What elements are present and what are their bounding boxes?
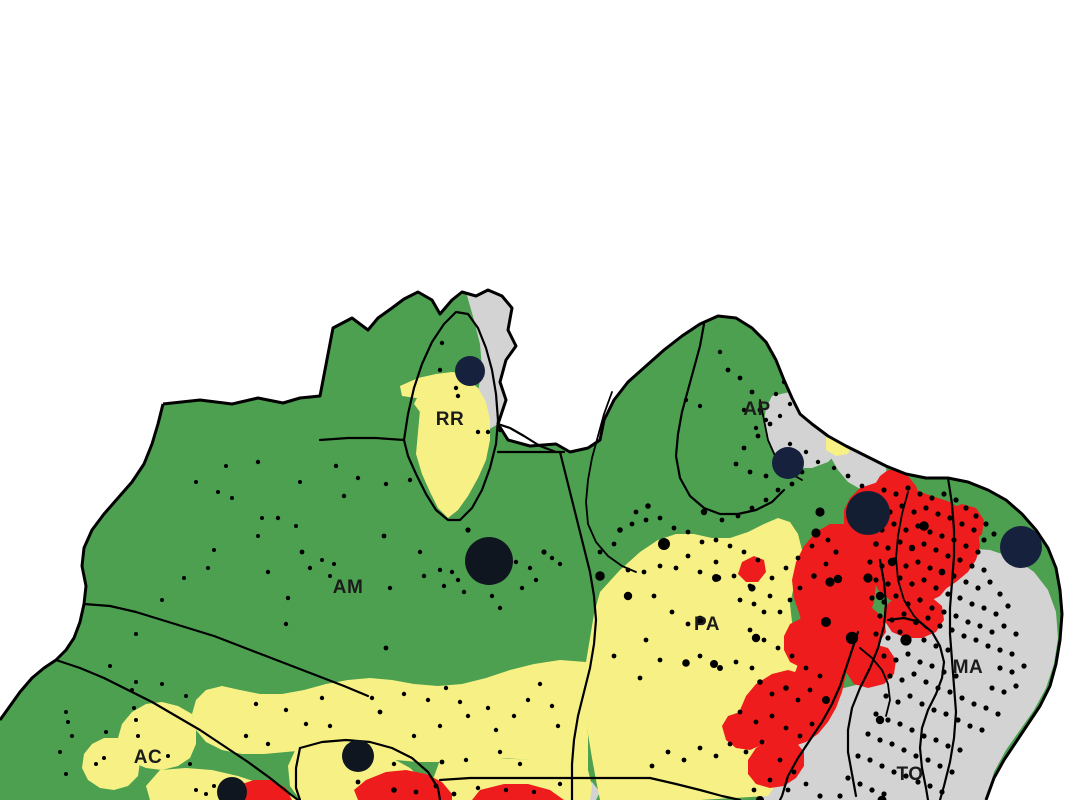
border-amapa [674,322,786,516]
border-rr-east [496,422,558,454]
border-am-pa [558,450,598,800]
border-rondonia-west [294,746,302,800]
city-sao-luis[interactable] [772,447,804,479]
city-boa-vista[interactable] [455,356,485,386]
border-ma-coast [938,476,958,800]
border-mt-pa [648,776,742,800]
border-acre [54,658,300,800]
country-outline [162,288,1064,800]
river-line-solimoes [585,391,637,573]
border-rondonia [298,738,442,800]
west-outline [0,403,165,721]
border-am-south [82,602,370,698]
major-city-markers [217,356,1042,800]
border-roraima [402,310,500,522]
border-mato-grosso [438,776,652,782]
city-fortaleza[interactable] [1000,526,1042,568]
river-line-east [895,491,927,629]
city-belem[interactable] [846,491,890,535]
settlement-dots [58,340,1027,800]
city-manaus[interactable] [465,537,513,585]
border-pa-to [778,630,860,800]
city-porto-velho[interactable] [342,740,374,772]
river-line-se [859,647,891,717]
border-rr-am [318,436,406,442]
city-rio-branco[interactable] [217,777,247,800]
